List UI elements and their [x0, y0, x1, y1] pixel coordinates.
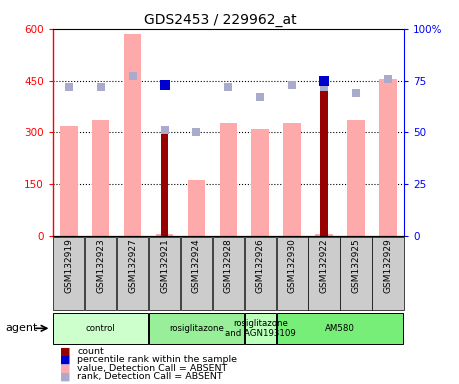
Point — [320, 78, 328, 84]
Text: count: count — [77, 347, 104, 356]
Bar — [161, 126, 168, 236]
Text: GSM132922: GSM132922 — [319, 238, 329, 293]
Bar — [181, 237, 212, 310]
Text: GSM132929: GSM132929 — [383, 238, 392, 293]
Bar — [53, 313, 148, 344]
Bar — [372, 237, 403, 310]
Text: value, Detection Call = ABSENT: value, Detection Call = ABSENT — [77, 364, 227, 373]
Bar — [245, 237, 276, 310]
Bar — [124, 34, 141, 236]
Bar — [213, 237, 244, 310]
Point — [225, 84, 232, 90]
Bar — [341, 237, 372, 310]
Text: GDS2453 / 229962_at: GDS2453 / 229962_at — [144, 13, 297, 26]
Point — [289, 82, 296, 88]
Text: percentile rank within the sample: percentile rank within the sample — [77, 355, 237, 364]
Point — [161, 127, 168, 134]
Text: GSM132919: GSM132919 — [64, 238, 73, 293]
Bar — [149, 237, 180, 310]
Point — [161, 82, 168, 88]
Bar — [379, 79, 397, 236]
Text: GSM132930: GSM132930 — [288, 238, 297, 293]
Text: rank, Detection Call = ABSENT: rank, Detection Call = ABSENT — [77, 372, 223, 381]
Text: rosiglitazone
and AGN193109: rosiglitazone and AGN193109 — [225, 319, 296, 338]
Text: agent: agent — [6, 323, 38, 333]
Point — [97, 84, 104, 90]
Point — [129, 73, 136, 79]
Point — [353, 90, 360, 96]
Point — [257, 94, 264, 100]
Text: GSM132927: GSM132927 — [128, 238, 137, 293]
Point — [193, 129, 200, 136]
Bar — [252, 129, 269, 236]
Point — [384, 76, 392, 82]
Bar — [156, 234, 174, 236]
Text: ■: ■ — [60, 372, 70, 382]
Text: GSM132928: GSM132928 — [224, 238, 233, 293]
Text: rosiglitazone: rosiglitazone — [169, 324, 224, 333]
Bar — [320, 82, 328, 236]
Text: GSM132921: GSM132921 — [160, 238, 169, 293]
Text: AM580: AM580 — [325, 324, 355, 333]
Bar — [315, 234, 333, 236]
Bar — [283, 123, 301, 236]
Text: control: control — [86, 324, 116, 333]
Bar — [245, 313, 275, 344]
Bar — [53, 237, 84, 310]
Bar — [60, 126, 78, 236]
Text: GSM132926: GSM132926 — [256, 238, 265, 293]
Text: GSM132925: GSM132925 — [352, 238, 360, 293]
Bar — [219, 123, 237, 236]
Text: ■: ■ — [60, 363, 70, 373]
Text: ■: ■ — [60, 346, 70, 356]
Bar — [277, 237, 308, 310]
Bar — [85, 237, 116, 310]
Point — [65, 84, 73, 90]
Bar — [277, 313, 403, 344]
Bar — [117, 237, 148, 310]
Point — [320, 84, 328, 90]
Bar — [92, 120, 109, 236]
Bar — [347, 120, 365, 236]
Bar — [188, 180, 205, 236]
Bar — [308, 237, 340, 310]
Bar — [149, 313, 244, 344]
Text: ■: ■ — [60, 355, 70, 365]
Text: GSM132924: GSM132924 — [192, 238, 201, 293]
Text: GSM132923: GSM132923 — [96, 238, 105, 293]
